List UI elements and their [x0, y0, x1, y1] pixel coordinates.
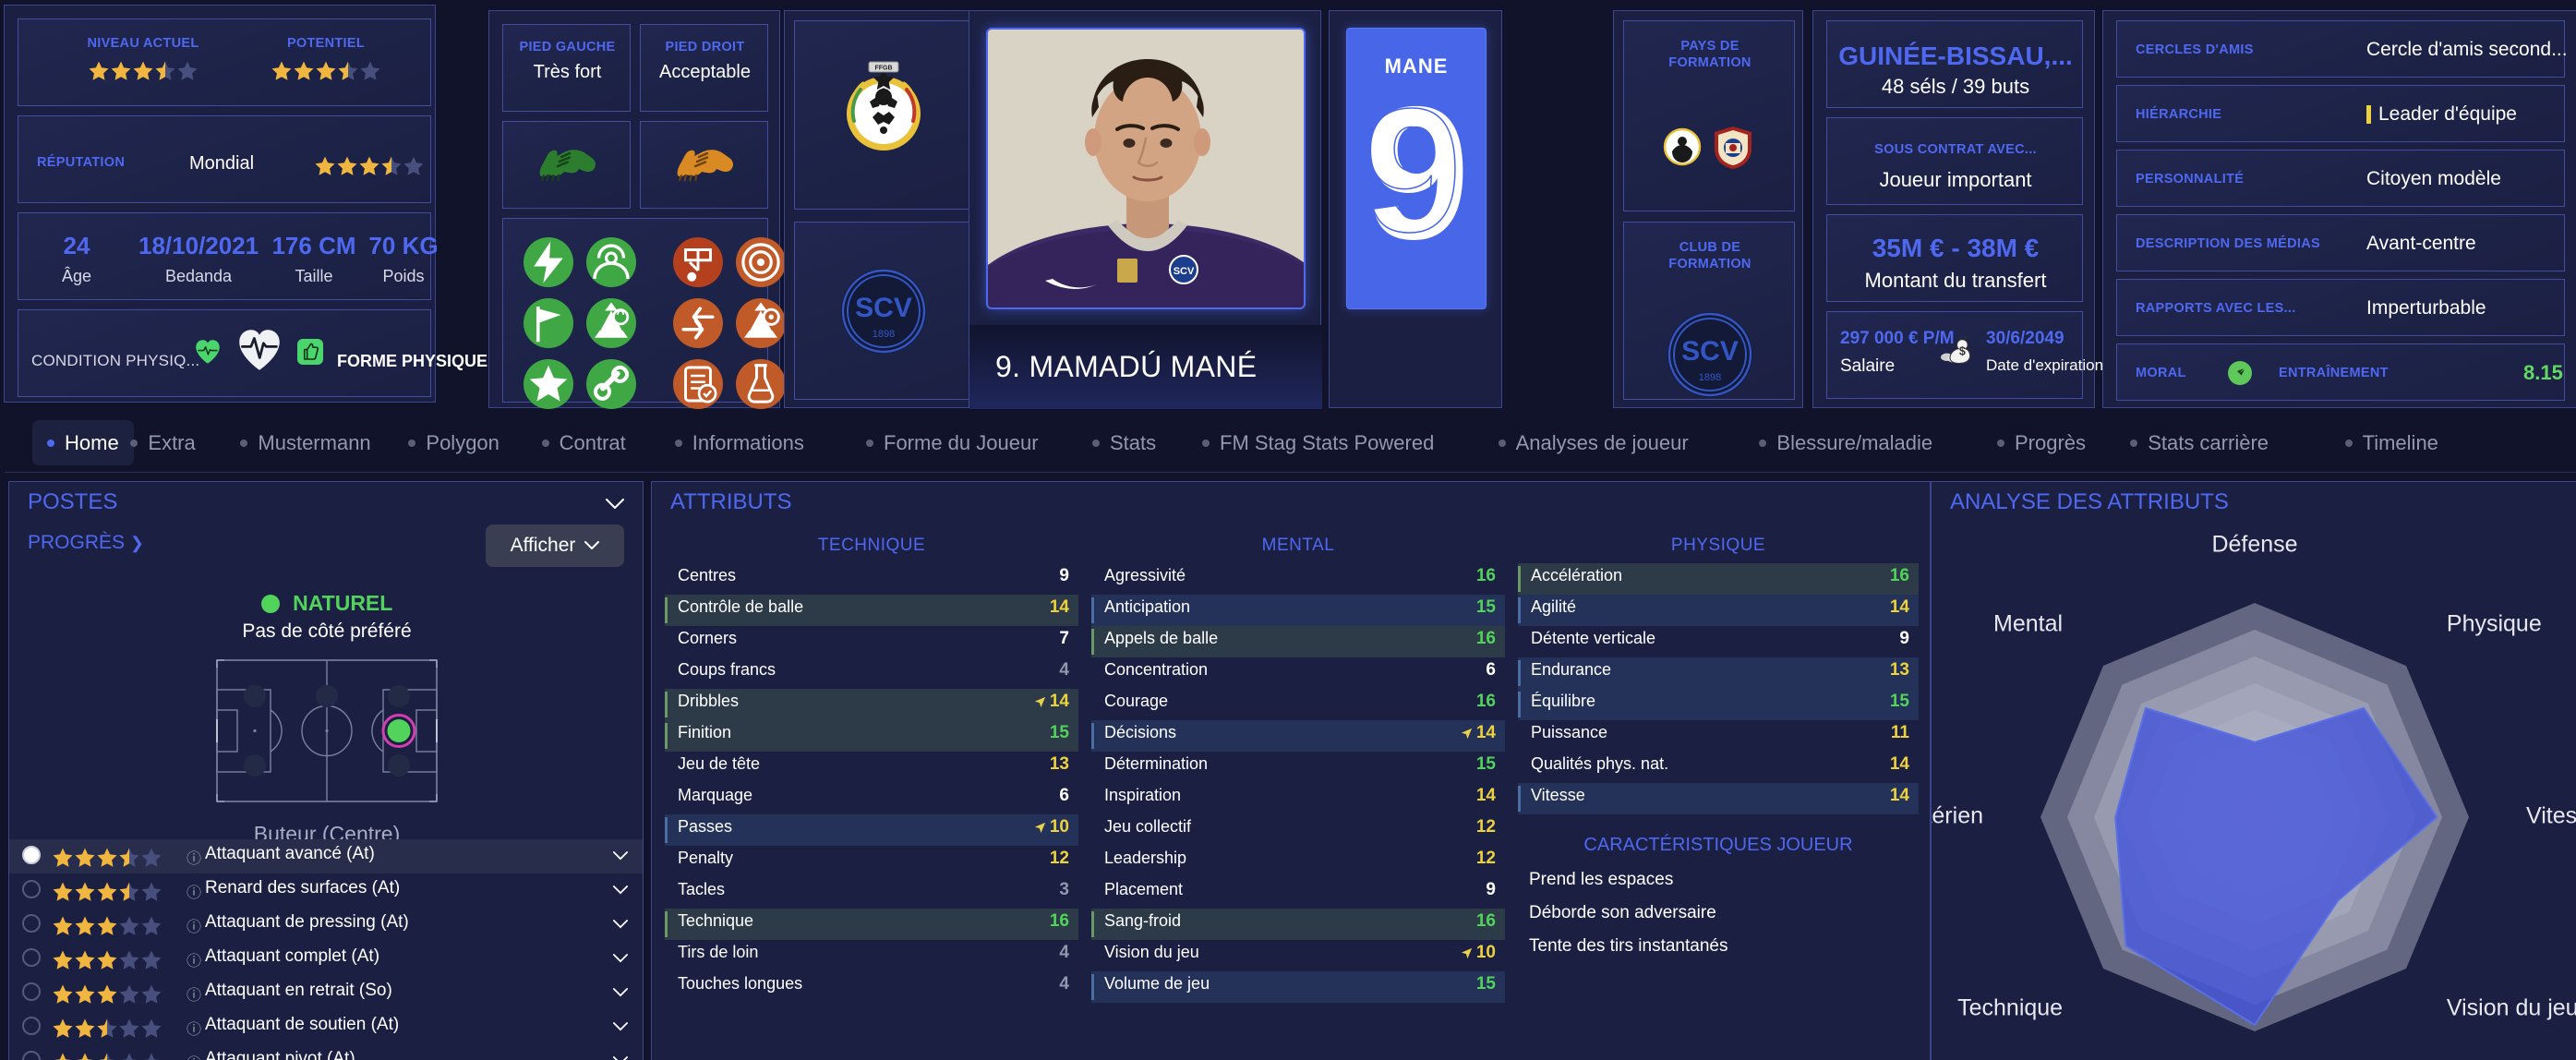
svg-text:SCV: SCV: [1174, 266, 1195, 277]
svg-text:Vitesse: Vitesse: [2526, 803, 2576, 829]
svg-text:9: 9: [1364, 86, 1462, 269]
svg-text:1898: 1898: [1699, 372, 1721, 383]
svg-text:Technique: Technique: [1957, 995, 2063, 1021]
svg-text:Mental: Mental: [1993, 611, 2063, 637]
svg-text:$: $: [1959, 344, 1966, 357]
svg-text:SCV: SCV: [855, 293, 912, 323]
svg-text:Jeu aérien: Jeu aérien: [1932, 803, 1983, 829]
svg-text:FFGB: FFGB: [874, 66, 892, 72]
svg-text:Vision du jeu: Vision du jeu: [2447, 995, 2576, 1021]
svg-text:Physique: Physique: [2447, 611, 2542, 637]
svg-text:Défense: Défense: [2211, 532, 2297, 558]
svg-text:SCV: SCV: [1681, 336, 1739, 367]
svg-text:1898: 1898: [873, 329, 895, 340]
